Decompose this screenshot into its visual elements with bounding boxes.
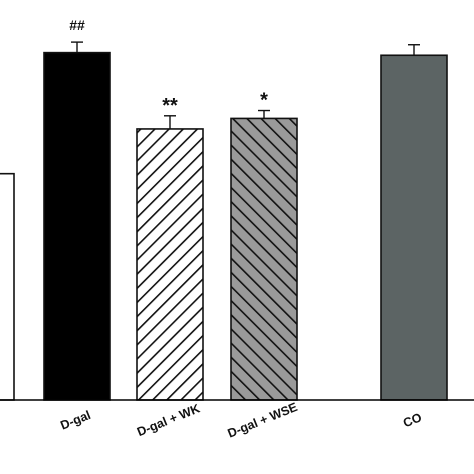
category-label-co: CO: [401, 410, 424, 430]
bar-d-gal-wse: [230, 117, 298, 401]
bars-layer: [0, 41, 448, 401]
bar-d-gal: [43, 51, 111, 401]
significance-label-d-gal: ##: [69, 17, 85, 33]
category-label-d-gal-wse: D-gal + WSE: [226, 400, 300, 441]
bar-control: [0, 172, 15, 401]
bar-d-gal-wk: [136, 128, 204, 401]
category-label-d-gal: D-gal: [58, 408, 92, 433]
bar-co: [380, 54, 448, 401]
error-bar-co: [408, 44, 420, 56]
error-bar-d-gal: [71, 41, 83, 53]
error-bar-d-gal-wk: [164, 115, 176, 129]
category-label-d-gal-wk: D-gal + WK: [135, 401, 202, 439]
significance-label-d-gal-wse: *: [260, 90, 268, 112]
error-bar-d-gal-wse: [258, 109, 270, 119]
significance-label-d-gal-wk: **: [162, 95, 178, 117]
